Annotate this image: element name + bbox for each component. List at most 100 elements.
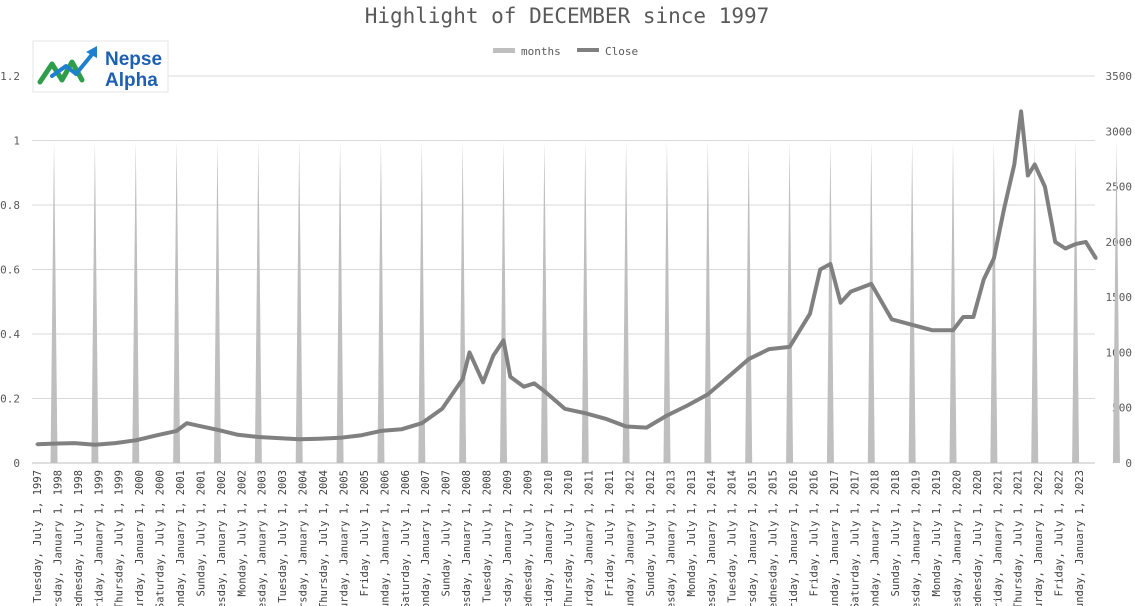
close-line (36, 109, 1098, 447)
close-point (624, 425, 628, 428)
close-point (399, 427, 403, 431)
chart-title: Highlight of DECEMBER since 1997 (365, 4, 770, 28)
logo-mark-icon (37, 59, 85, 85)
x-axis-tick-label: Tuesday, July 1, 2014 (727, 470, 739, 603)
legend: months Close (493, 45, 638, 58)
close-point (256, 435, 260, 439)
x-axis-tick-label: Thursday, January 1, 2009 (502, 470, 514, 606)
months-spike (459, 140, 467, 463)
legend-swatch-months (493, 48, 515, 53)
x-axis-tick-label: Saturday, July 1, 2006 (400, 470, 412, 606)
close-point (1063, 247, 1067, 250)
months-spike (418, 140, 426, 463)
months-spike (540, 140, 548, 463)
close-point (869, 282, 873, 286)
x-axis-tick-label: Friday, January 1, 1999 (93, 470, 105, 606)
close-point (185, 421, 189, 425)
close-point (175, 429, 179, 433)
close-point (665, 414, 669, 417)
close-point (563, 407, 567, 411)
close-point (818, 268, 822, 271)
months-spike (254, 140, 262, 463)
x-axis-tick-label: Thursday, July 1, 2010 (563, 470, 575, 606)
close-point (532, 381, 536, 385)
close-point (706, 392, 710, 396)
right-axis-tick-label: 0 (1125, 457, 1132, 470)
left-axis: 0 0.2 0.4 0.6 0.8 1 1.2 (0, 70, 20, 470)
close-point (481, 380, 485, 384)
logo-arrow-icon (50, 50, 96, 78)
close-point (951, 328, 955, 332)
x-axis-tick-label: Friday, January 1, 2010 (543, 470, 555, 606)
left-axis-tick-label: 1 (13, 135, 20, 148)
months-spike (826, 140, 834, 463)
x-axis-tick-label: Sunday, July 1, 2007 (441, 470, 453, 596)
close-point (359, 433, 362, 437)
close-point (982, 278, 986, 281)
x-axis: Tuesday, July 1, 1997 Thursday, January 1… (32, 462, 1095, 606)
legend-swatch-close (577, 48, 599, 52)
close-point (73, 441, 76, 445)
x-axis-tick-label: Sunday, July 1, 2012 (645, 470, 657, 596)
months-spike (622, 140, 630, 463)
nepse-alpha-logo: Nepse Alpha (32, 40, 169, 93)
months-spike (786, 140, 794, 463)
months-spike (908, 140, 916, 463)
months-spike (295, 140, 303, 463)
legend-label-months: months (521, 45, 561, 58)
x-axis-tick-label: Sunday, July 1, 2018 (890, 470, 902, 596)
x-axis-tick-label: Wednesday, January 1, 2003 (257, 470, 269, 606)
x-axis-tick-label: Friday, July 1, 2016 (808, 470, 820, 596)
close-point (522, 385, 526, 389)
x-axis-tick-label: Friday, July 1, 2005 (359, 470, 371, 596)
x-axis-tick-label: Monday, July 1, 2013 (686, 470, 698, 596)
left-axis-tick-label: 0.4 (0, 328, 20, 341)
close-point (195, 423, 199, 427)
months-spike (663, 140, 671, 463)
close-point (839, 301, 843, 305)
x-axis-tick-label: Wednesday, July 1, 1998 (73, 470, 85, 606)
x-axis-tick-label: Friday, July 1, 2011 (604, 470, 616, 596)
logo-arrow-head-icon (86, 46, 97, 58)
right-axis-tick-label: 2000 (1106, 236, 1133, 249)
close-point (1043, 185, 1047, 189)
months-spike (867, 140, 875, 463)
x-axis-tick-label: Tuesday, January 1, 2019 (911, 470, 923, 606)
months-spike (91, 140, 99, 463)
close-point (113, 441, 117, 445)
close-point (277, 436, 281, 440)
x-axis-tick-label: Wednesday, July 1, 2020 (972, 470, 984, 606)
close-point (961, 315, 965, 319)
close-point (788, 345, 792, 349)
close-point (808, 312, 812, 316)
close-point (1053, 240, 1057, 244)
close-point (1012, 163, 1016, 166)
close-point (910, 323, 914, 327)
x-axis-tick-label: Monday, January 1, 2007 (420, 470, 432, 606)
x-axis-tick-label: Saturday, July 1, 2000 (155, 470, 167, 606)
x-axis-tick-label: Saturday, January 1, 2005 (339, 470, 351, 606)
close-point (52, 442, 56, 446)
x-axis-tick-label: Thursday, July 1, 1999 (114, 470, 126, 606)
close-point (849, 290, 853, 294)
x-axis-tick-label: Monday, January 1, 2018 (870, 470, 882, 606)
close-point (93, 443, 97, 447)
x-axis-tick-label: Saturday, January 1, 2022 (1033, 470, 1045, 606)
x-axis-tick-label: Thursday, July 1, 2004 (318, 470, 330, 606)
close-point (420, 421, 424, 425)
x-axis-tick-label: Tuesday, January 1, 2008 (461, 470, 473, 606)
x-axis-tick-label: Friday, July 1, 2022 (1054, 470, 1066, 596)
close-point (931, 328, 935, 332)
months-spike (1112, 140, 1120, 463)
close-point (508, 375, 512, 379)
right-axis-tick-label: 1500 (1106, 291, 1133, 304)
x-axis-tick-label: Saturday, January 1, 2011 (584, 470, 596, 606)
months-spike (745, 140, 753, 463)
x-axis-tick-label: Tuesday, July 1, 2008 (482, 470, 494, 603)
x-axis-tick-label: Tuesday, January 1, 2002 (216, 470, 228, 606)
close-point (1002, 207, 1006, 211)
close-point (134, 438, 138, 442)
legend-label-close: Close (605, 45, 638, 58)
months-spike (1031, 140, 1039, 463)
x-axis-tick-label: Thursday, July 1, 2021 (1013, 470, 1025, 606)
